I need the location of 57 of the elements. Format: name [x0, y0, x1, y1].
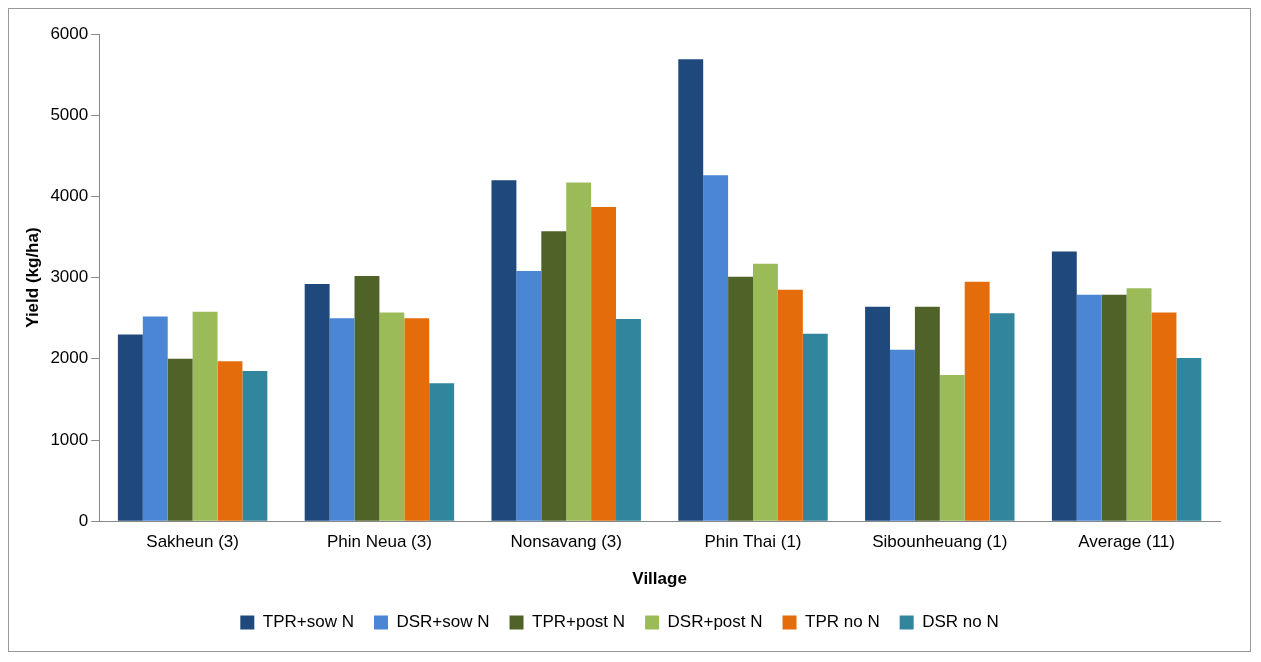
- bar: [777, 289, 803, 521]
- bar: [329, 318, 355, 521]
- legend-label: DSR+sow N: [396, 612, 490, 632]
- legend-label: TPR no N: [805, 612, 880, 632]
- bar: [566, 182, 592, 521]
- bar: [703, 175, 729, 521]
- x-tick-label: Sakheun (3): [146, 532, 239, 552]
- bar: [429, 383, 455, 521]
- legend-label: TPR+post N: [532, 612, 626, 632]
- legend-label: DSR no N: [922, 612, 999, 632]
- bar: [217, 361, 243, 521]
- bar: [167, 358, 193, 521]
- bar: [865, 306, 890, 521]
- bar: [616, 319, 641, 521]
- bar: [989, 313, 1015, 521]
- bar: [1176, 357, 1202, 521]
- legend-label: TPR+sow N: [262, 612, 354, 632]
- y-axis-title: Yield (kg/ha): [22, 227, 42, 328]
- y-tick-label: 0: [78, 510, 89, 530]
- bar: [354, 275, 380, 521]
- bar: [678, 59, 704, 521]
- y-tick-label: 5000: [50, 104, 89, 124]
- x-tick-label: Phin Neua (3): [326, 532, 432, 552]
- y-tick-label: 1000: [50, 429, 89, 449]
- x-tick-label: Sibounheuang (1): [872, 532, 1008, 552]
- bar: [1051, 251, 1077, 521]
- x-axis-title: Village: [632, 569, 687, 589]
- bar: [404, 318, 430, 521]
- bar: [591, 206, 617, 521]
- bar: [379, 312, 405, 521]
- bar: [753, 263, 778, 521]
- bar: [1076, 294, 1102, 521]
- bar: [142, 316, 168, 521]
- bar: [1151, 312, 1177, 521]
- bar: [516, 271, 542, 521]
- bar: [541, 231, 567, 521]
- bar: [964, 281, 990, 521]
- y-tick-label: 4000: [50, 186, 89, 206]
- bar: [889, 349, 915, 521]
- y-tick-label: 6000: [50, 23, 89, 43]
- bar: [728, 276, 754, 521]
- legend-label: DSR+post N: [667, 612, 763, 632]
- bar: [192, 311, 218, 521]
- bar: [117, 334, 143, 521]
- bar: [914, 306, 940, 521]
- y-tick-label: 3000: [50, 267, 89, 287]
- bar: [802, 333, 828, 521]
- bar: [304, 284, 330, 521]
- x-tick-label: Average (11): [1078, 532, 1175, 552]
- x-tick-label: Nonsavang (3): [510, 532, 622, 552]
- bar: [1126, 288, 1152, 521]
- y-tick-label: 2000: [50, 348, 89, 368]
- bar: [491, 180, 517, 521]
- x-tick-label: Phin Thai (1): [704, 532, 802, 552]
- bar: [939, 375, 965, 521]
- bar: [1101, 294, 1127, 521]
- bar: [242, 370, 268, 521]
